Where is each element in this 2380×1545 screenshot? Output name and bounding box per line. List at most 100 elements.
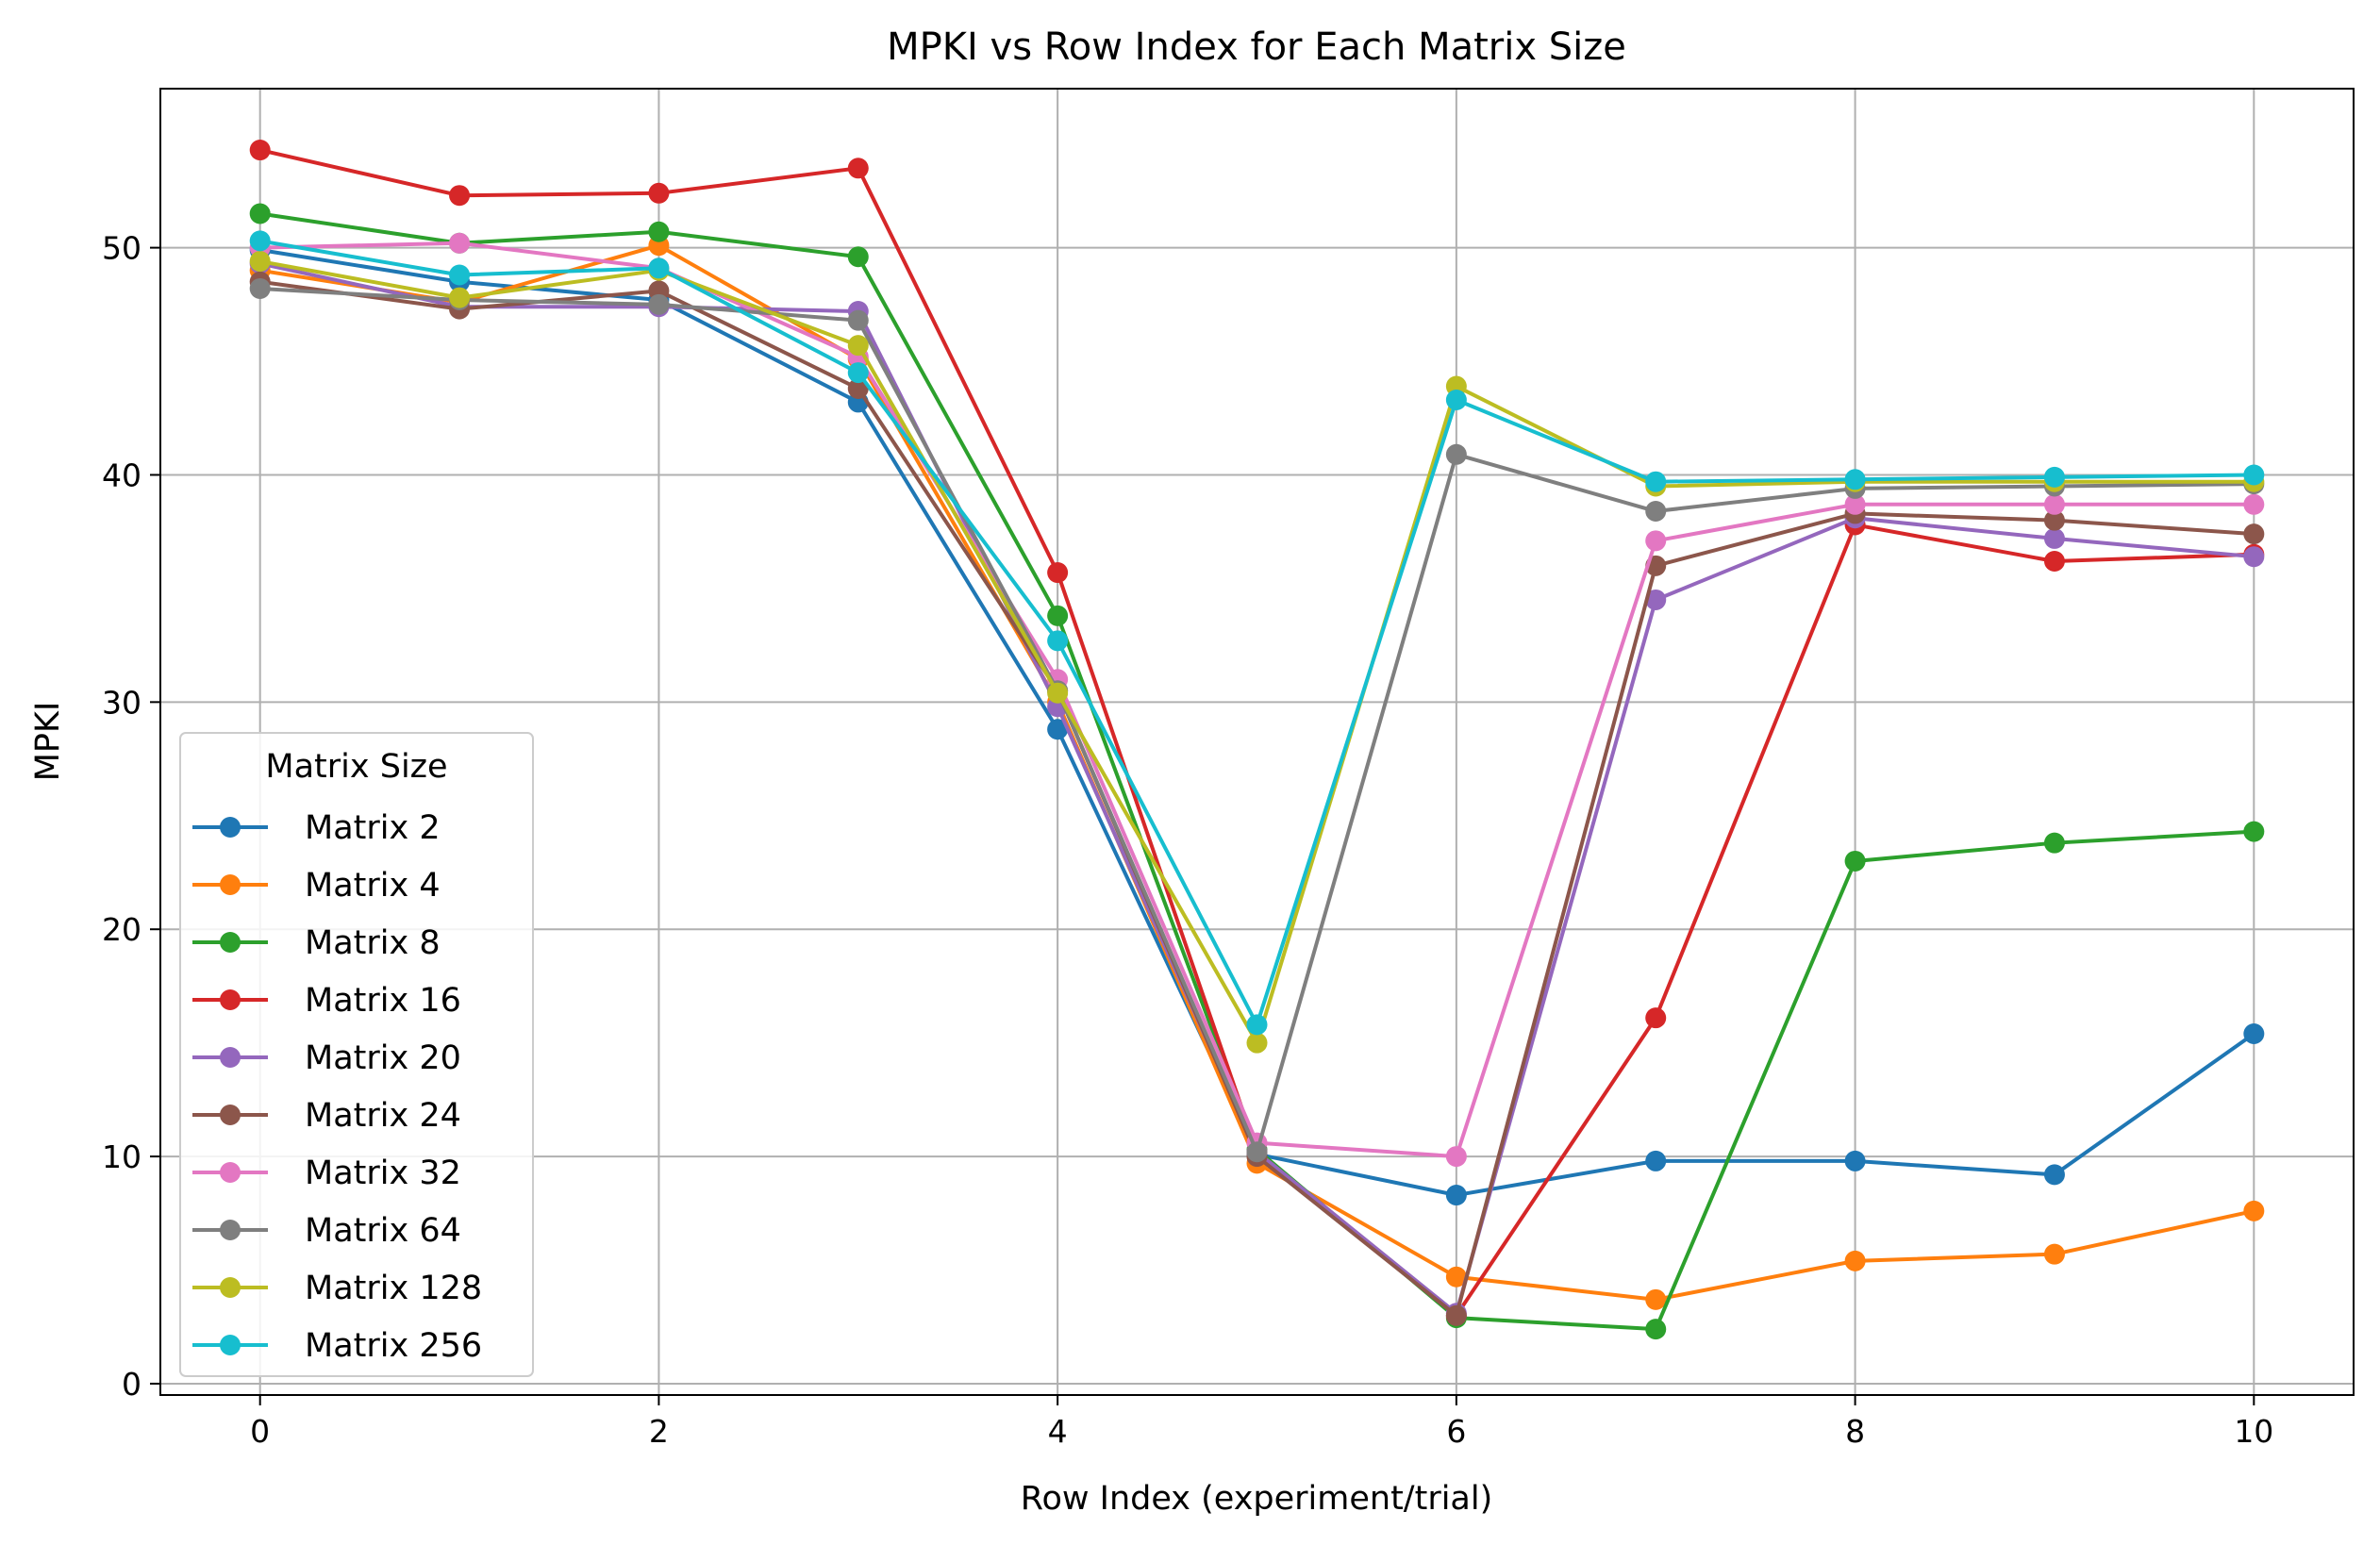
legend-entry: Matrix 24 bbox=[192, 1097, 461, 1135]
data-point bbox=[1445, 389, 1467, 410]
data-point bbox=[1844, 850, 1866, 872]
data-point bbox=[449, 232, 471, 254]
y-tick-label: 10 bbox=[102, 1138, 141, 1175]
legend-marker bbox=[220, 1335, 241, 1355]
data-point bbox=[847, 246, 869, 268]
legend-entry: Matrix 4 bbox=[192, 867, 441, 905]
data-point bbox=[2043, 527, 2065, 549]
legend-label: Matrix 64 bbox=[305, 1212, 461, 1250]
legend-entries: Matrix 2 Matrix 4 Matrix 8 Matrix 16 Matrix … bbox=[192, 809, 482, 1365]
legend-marker bbox=[220, 1047, 241, 1068]
data-point bbox=[449, 185, 471, 207]
data-point bbox=[847, 309, 869, 331]
data-point bbox=[648, 221, 670, 242]
data-point bbox=[1246, 1014, 1268, 1036]
y-axis-label: MPKI bbox=[29, 702, 67, 782]
legend-marker bbox=[220, 874, 241, 895]
data-point bbox=[847, 158, 869, 179]
data-point bbox=[1047, 562, 1069, 584]
plot-frame bbox=[159, 88, 2355, 1396]
legend-marker bbox=[220, 1277, 241, 1298]
chart-title: MPKI vs Row Index for Each Matrix Size bbox=[887, 25, 1626, 69]
data-point bbox=[1844, 1150, 1866, 1171]
data-point bbox=[847, 335, 869, 357]
legend-entry: Matrix 2 bbox=[192, 809, 441, 847]
data-point bbox=[1246, 1141, 1268, 1163]
data-point bbox=[2043, 1164, 2065, 1186]
legend-title: Matrix Size bbox=[265, 748, 447, 786]
data-point bbox=[449, 287, 471, 308]
data-point bbox=[648, 293, 670, 315]
legend-marker bbox=[220, 1162, 241, 1183]
x-axis-label: Row Index (experiment/trial) bbox=[1021, 1480, 1493, 1518]
data-point bbox=[847, 362, 869, 384]
legend-label: Matrix 24 bbox=[305, 1097, 461, 1135]
legend-label: Matrix 8 bbox=[305, 924, 441, 962]
data-point bbox=[2043, 466, 2065, 488]
data-point bbox=[1645, 501, 1667, 523]
data-point bbox=[449, 264, 471, 286]
data-point bbox=[1844, 1250, 1866, 1271]
data-point bbox=[2243, 821, 2265, 842]
data-point bbox=[249, 251, 271, 273]
tick-layer: 0 2 4 6 8 10 0 10 20 30 40 50 bbox=[102, 230, 2273, 1450]
data-point bbox=[1246, 1032, 1268, 1054]
data-point bbox=[1445, 1185, 1467, 1206]
data-point bbox=[1445, 1304, 1467, 1326]
data-point bbox=[2243, 1023, 2265, 1045]
legend-marker bbox=[220, 817, 241, 838]
data-point bbox=[249, 140, 271, 161]
data-point bbox=[1445, 1146, 1467, 1168]
legend-label: Matrix 2 bbox=[305, 809, 441, 847]
legend-label: Matrix 32 bbox=[305, 1155, 461, 1192]
data-point bbox=[1844, 493, 1866, 515]
data-point bbox=[2243, 523, 2265, 545]
series-group bbox=[249, 230, 2265, 1036]
data-point bbox=[2043, 832, 2065, 854]
data-point bbox=[2243, 493, 2265, 515]
x-tick-label: 6 bbox=[1446, 1413, 1466, 1450]
data-point bbox=[2043, 493, 2065, 515]
data-point bbox=[648, 258, 670, 279]
data-point bbox=[1445, 1266, 1467, 1288]
data-point bbox=[1645, 471, 1667, 492]
legend-marker bbox=[220, 989, 241, 1010]
data-point bbox=[2243, 1200, 2265, 1221]
legend-label: Matrix 256 bbox=[305, 1327, 482, 1365]
legend-entry: Matrix 32 bbox=[192, 1155, 461, 1192]
legend-entry: Matrix 16 bbox=[192, 982, 461, 1020]
data-point bbox=[1645, 1007, 1667, 1029]
data-point bbox=[249, 277, 271, 299]
y-tick-label: 40 bbox=[102, 457, 141, 493]
legend-label: Matrix 128 bbox=[305, 1270, 482, 1307]
legend-label: Matrix 4 bbox=[305, 867, 441, 905]
data-point bbox=[1645, 589, 1667, 610]
legend-marker bbox=[220, 1105, 241, 1125]
legend-label: Matrix 20 bbox=[305, 1039, 461, 1077]
data-point bbox=[1645, 1150, 1667, 1171]
legend-marker bbox=[220, 1220, 241, 1240]
data-point bbox=[2243, 464, 2265, 486]
series-layer bbox=[249, 140, 2265, 1340]
data-point bbox=[1645, 1319, 1667, 1340]
data-point bbox=[1047, 605, 1069, 626]
data-point bbox=[1645, 530, 1667, 552]
legend-entry: Matrix 256 bbox=[192, 1327, 482, 1365]
data-point bbox=[1047, 682, 1069, 704]
x-tick-label: 2 bbox=[649, 1413, 669, 1450]
data-point bbox=[1445, 443, 1467, 465]
data-point bbox=[1844, 469, 1866, 490]
x-tick-label: 0 bbox=[250, 1413, 270, 1450]
legend-entry: Matrix 20 bbox=[192, 1039, 461, 1077]
data-point bbox=[2043, 1243, 2065, 1265]
y-tick-label: 0 bbox=[122, 1366, 141, 1403]
data-point bbox=[648, 182, 670, 204]
data-point bbox=[1047, 719, 1069, 740]
data-point bbox=[2043, 551, 2065, 573]
data-point bbox=[249, 230, 271, 252]
data-point bbox=[2043, 509, 2065, 531]
x-tick-label: 8 bbox=[1845, 1413, 1865, 1450]
y-tick-label: 20 bbox=[102, 911, 141, 948]
